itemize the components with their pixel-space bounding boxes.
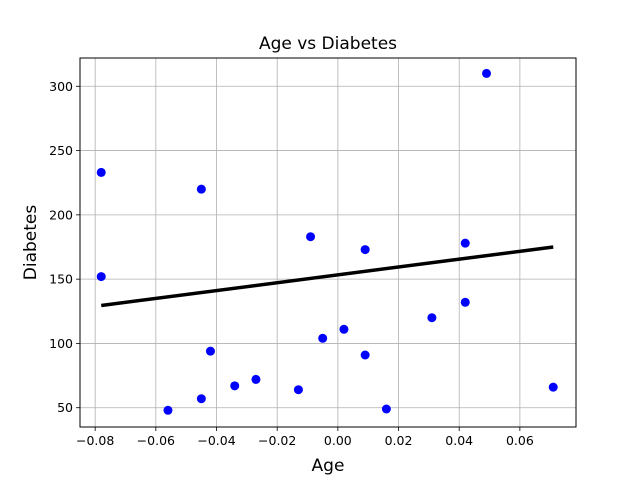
data-point [205,346,215,356]
chart-title: Age vs Diabetes [259,34,397,54]
x-tick-label: 0.02 [385,433,413,448]
data-point [339,324,349,334]
y-tick-label: 100 [49,336,73,351]
data-point [96,167,106,177]
data-point [196,394,206,404]
data-point [251,374,261,384]
data-point [460,238,470,248]
grid-lines [80,58,576,427]
data-point [230,381,240,391]
data-point [318,333,328,343]
data-point [427,313,437,323]
x-tick-label: 0.04 [445,433,473,448]
x-tick-label: 0.00 [324,433,352,448]
plot-frame [79,57,577,428]
data-point [460,297,470,307]
data-point [548,382,558,392]
data-point [96,272,106,282]
y-tick-label: 50 [57,400,73,415]
x-tick-label: −0.08 [76,433,114,448]
x-tick-label: −0.06 [137,433,175,448]
y-tick-label: 300 [49,79,73,94]
data-point [360,245,370,255]
data-point [293,385,303,395]
regression-line-group [101,245,554,308]
data-point [482,68,492,78]
data-points [96,68,558,415]
data-point [196,184,206,194]
regression-line [101,245,554,308]
x-axis-ticks: −0.08 −0.06 −0.04 −0.02 0.00 0.02 0.04 0.06 [76,427,534,448]
y-tick-label: 250 [49,143,73,158]
y-tick-label: 150 [49,272,73,287]
x-tick-label: 0.06 [506,433,534,448]
x-axis-label: Age [312,456,345,476]
data-point [381,404,391,414]
data-point [360,350,370,360]
x-tick-label: −0.02 [258,433,296,448]
x-tick-label: −0.04 [197,433,235,448]
y-axis-label: Diabetes [21,205,41,281]
y-axis-ticks: 50 100 150 200 250 300 [49,79,80,415]
data-point [306,232,316,242]
y-tick-label: 200 [49,207,73,222]
data-point [163,405,173,415]
